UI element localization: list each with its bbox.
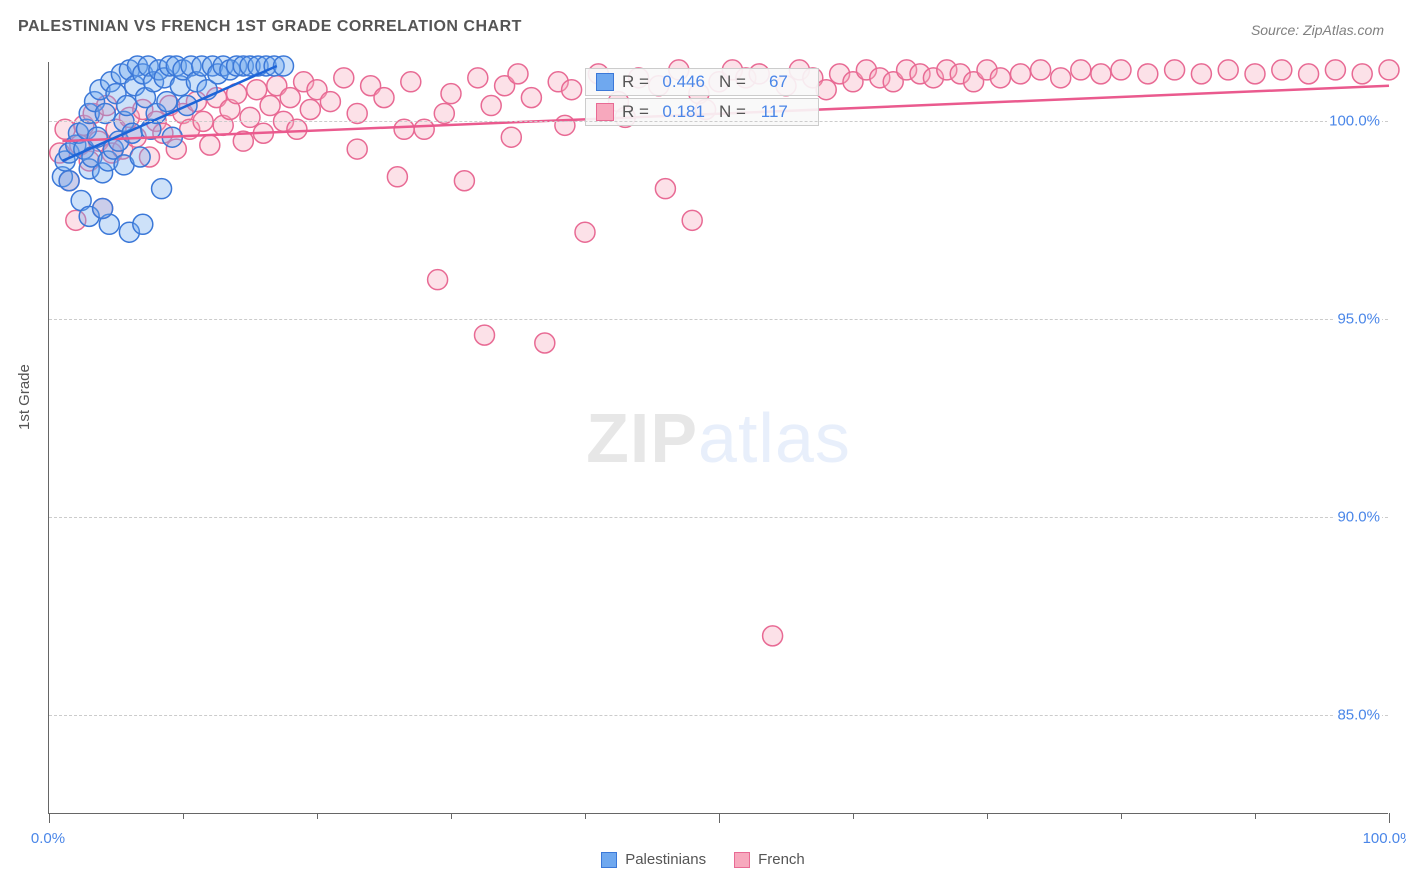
scatter-point (655, 179, 675, 199)
scatter-point (157, 92, 177, 112)
legend-swatch-blue (601, 852, 617, 868)
scatter-point (441, 84, 461, 104)
stat-swatch-icon (596, 73, 614, 91)
x-tick (719, 813, 720, 823)
scatter-point (816, 80, 836, 100)
scatter-point (130, 147, 150, 167)
scatter-point (454, 171, 474, 191)
x-tick (183, 813, 184, 819)
chart-title: PALESTINIAN VS FRENCH 1ST GRADE CORRELAT… (18, 18, 522, 36)
legend-item-french: French (734, 851, 805, 868)
source-attribution: Source: ZipAtlas.com (1251, 22, 1384, 38)
scatter-point (117, 96, 137, 116)
x-tick (585, 813, 586, 819)
scatter-point (1218, 60, 1238, 80)
plot-area: ZIPatlas R =0.446N =67R =0.181N =117 100… (48, 62, 1388, 814)
x-tick-label: 100.0% (1363, 830, 1406, 847)
scatter-point (93, 198, 113, 218)
scatter-point (59, 171, 79, 191)
scatter-point (521, 88, 541, 108)
scatter-point (387, 167, 407, 187)
bottom-legend: Palestinians French (0, 851, 1406, 868)
stat-n-value: 67 (754, 72, 788, 92)
gridline (49, 517, 1388, 518)
x-tick (987, 813, 988, 819)
scatter-point (300, 99, 320, 119)
scatter-point (240, 107, 260, 127)
y-tick-label: 90.0% (1335, 509, 1382, 526)
scatter-point (1165, 60, 1185, 80)
scatter-point (260, 96, 280, 116)
x-tick (317, 813, 318, 819)
legend-swatch-pink (734, 852, 750, 868)
scatter-point (334, 68, 354, 88)
stat-r-value: 0.446 (657, 72, 705, 92)
scatter-point (508, 64, 528, 84)
scatter-point (481, 96, 501, 116)
scatter-point (990, 68, 1010, 88)
scatter-point (1051, 68, 1071, 88)
gridline (49, 121, 1388, 122)
scatter-point (428, 270, 448, 290)
x-tick (1121, 813, 1122, 819)
scatter-point (1352, 64, 1372, 84)
scatter-point (1299, 64, 1319, 84)
scatter-point (133, 214, 153, 234)
scatter-point (200, 135, 220, 155)
scatter-point (374, 88, 394, 108)
scatter-point (320, 92, 340, 112)
scatter-point (575, 222, 595, 242)
x-tick (1255, 813, 1256, 819)
scatter-point (535, 333, 555, 353)
scatter-point (468, 68, 488, 88)
stat-n-label: N = (719, 72, 746, 92)
scatter-point (152, 179, 172, 199)
scatter-point (1031, 60, 1051, 80)
legend-label-french: French (758, 851, 805, 868)
gridline (49, 319, 1388, 320)
scatter-svg (49, 62, 1389, 814)
y-tick-label: 95.0% (1335, 311, 1382, 328)
scatter-point (1272, 60, 1292, 80)
scatter-point (1245, 64, 1265, 84)
scatter-point (347, 139, 367, 159)
scatter-point (555, 115, 575, 135)
scatter-point (1325, 60, 1345, 80)
scatter-point (475, 325, 495, 345)
scatter-point (1111, 60, 1131, 80)
scatter-point (1071, 60, 1091, 80)
stat-n-value: 117 (754, 102, 788, 122)
stat-n-label: N = (719, 102, 746, 122)
scatter-point (562, 80, 582, 100)
stat-box-blue: R = 0.446 N = 67 (585, 68, 819, 96)
legend-label-palestinians: Palestinians (625, 851, 706, 868)
legend-item-palestinians: Palestinians (601, 851, 706, 868)
scatter-point (763, 626, 783, 646)
stat-r-value: 0.181 (657, 102, 705, 122)
stat-swatch-icon (596, 103, 614, 121)
scatter-point (1191, 64, 1211, 84)
scatter-point (682, 210, 702, 230)
stat-r-label: R = (622, 72, 649, 92)
y-tick-label: 85.0% (1335, 707, 1382, 724)
scatter-point (247, 80, 267, 100)
scatter-point (1011, 64, 1031, 84)
x-tick (1389, 813, 1390, 823)
scatter-point (501, 127, 521, 147)
y-axis-label: 1st Grade (16, 364, 33, 430)
x-tick (853, 813, 854, 819)
scatter-point (280, 88, 300, 108)
x-tick-label: 0.0% (31, 830, 65, 847)
scatter-point (1091, 64, 1111, 84)
x-tick (49, 813, 50, 823)
y-tick-label: 100.0% (1327, 113, 1382, 130)
x-tick (451, 813, 452, 819)
gridline (49, 715, 1388, 716)
stat-r-label: R = (622, 102, 649, 122)
scatter-point (1379, 60, 1399, 80)
scatter-point (401, 72, 421, 92)
scatter-point (1138, 64, 1158, 84)
